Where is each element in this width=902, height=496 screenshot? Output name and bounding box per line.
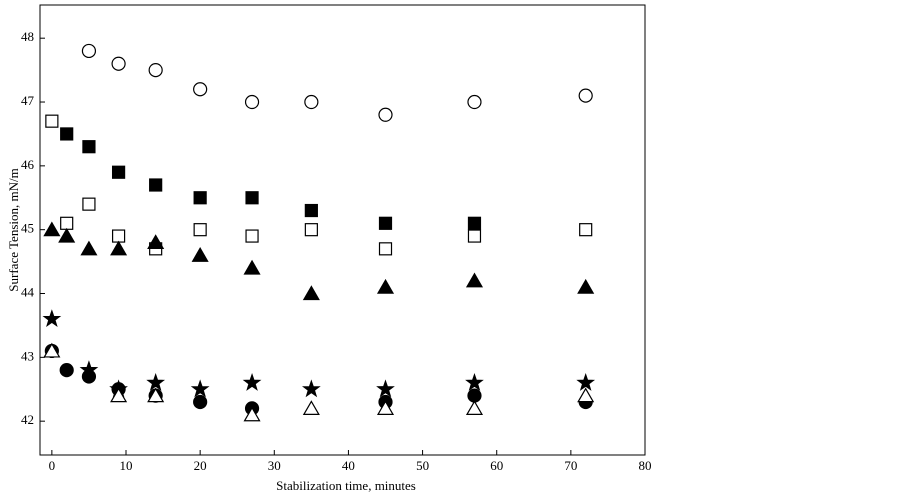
point [467, 229, 482, 243]
point [80, 240, 98, 256]
point [58, 227, 76, 243]
point [45, 114, 59, 128]
x-tick-label: 50 [416, 458, 429, 473]
x-tick-label: 10 [120, 458, 133, 473]
x-tick-label: 0 [49, 458, 56, 473]
x-tick-label: 20 [194, 458, 207, 473]
point [242, 373, 262, 391]
point [81, 43, 97, 59]
point [245, 229, 259, 243]
point [147, 234, 165, 250]
point [467, 94, 482, 110]
point [82, 140, 96, 154]
point [110, 387, 128, 403]
point [149, 178, 163, 192]
point [576, 373, 596, 391]
x-tick-label: 80 [639, 458, 652, 473]
point [245, 191, 259, 205]
point [193, 223, 207, 237]
point [579, 223, 593, 237]
point [378, 107, 393, 122]
point [43, 221, 61, 237]
x-axis-label: Stabilization time, minutes [276, 478, 416, 493]
x-tick-label: 30 [268, 458, 281, 473]
y-tick-label: 46 [21, 157, 35, 172]
point [193, 82, 208, 97]
point [302, 379, 321, 398]
plot-frame [39, 4, 646, 456]
point [147, 387, 165, 403]
point [244, 94, 260, 110]
point [467, 216, 482, 230]
point [59, 363, 74, 378]
point [111, 229, 126, 243]
point [190, 379, 210, 398]
y-tick-label: 42 [21, 412, 34, 427]
point [304, 94, 319, 110]
x-tick-label: 60 [490, 458, 503, 473]
point [82, 197, 96, 211]
point [193, 191, 207, 205]
point [243, 259, 261, 275]
point [465, 272, 484, 288]
point [378, 242, 393, 256]
point [577, 387, 595, 403]
point [465, 373, 484, 391]
point [302, 285, 320, 301]
point [376, 379, 395, 398]
point [43, 342, 61, 358]
point [465, 400, 484, 416]
point [376, 278, 395, 294]
y-tick-label: 48 [21, 29, 34, 44]
x-tick-label: 70 [564, 458, 577, 473]
point [60, 216, 74, 230]
point [148, 63, 163, 78]
y-tick-label: 47 [21, 93, 35, 108]
point [111, 165, 126, 179]
point [304, 223, 318, 237]
point [304, 203, 318, 218]
point [191, 247, 209, 262]
point [578, 88, 593, 103]
point [42, 309, 62, 327]
point [378, 216, 393, 230]
point [81, 369, 97, 384]
y-tick-label: 44 [21, 284, 35, 299]
point [577, 278, 595, 294]
y-axis-label: Surface Tension, mN/m [6, 168, 21, 291]
point [111, 56, 126, 71]
y-tick-label: 45 [21, 221, 34, 236]
y-tick-label: 43 [21, 348, 34, 363]
point [467, 388, 482, 403]
point [193, 394, 208, 410]
point [110, 240, 128, 256]
point [302, 400, 320, 416]
point [243, 406, 261, 422]
point [376, 400, 395, 416]
point [60, 127, 74, 141]
x-tick-label: 40 [342, 458, 355, 473]
point [146, 373, 166, 391]
